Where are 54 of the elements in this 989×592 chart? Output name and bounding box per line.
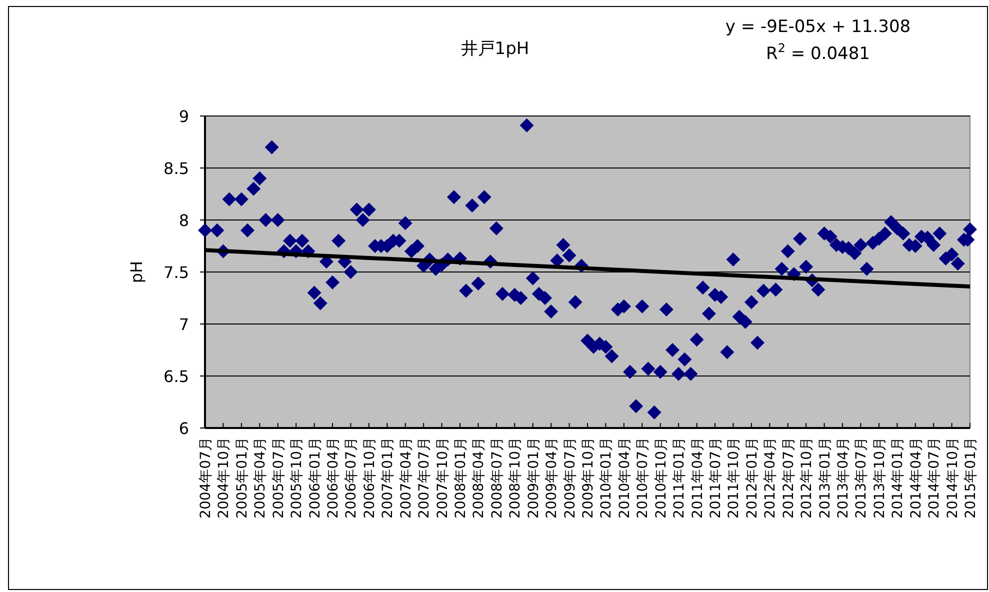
y-tick-label: 6 <box>178 419 189 438</box>
x-tick-label: 2013年01月 <box>817 437 834 518</box>
y-tick-label: 6.5 <box>164 367 189 386</box>
x-tick-label: 2008年01月 <box>453 437 469 518</box>
x-tick-label: 2005年04月 <box>252 437 269 518</box>
y-tick-label: 7 <box>178 315 189 334</box>
y-tick-label: 7.5 <box>164 263 189 282</box>
x-tick-label: 2012年10月 <box>799 437 816 518</box>
x-tick-label: 2006年01月 <box>307 437 324 518</box>
y-axis-title: pH <box>127 260 146 284</box>
x-tick-label: 2008年04月 <box>471 437 488 518</box>
x-tick-label: 2014年01月 <box>890 437 906 518</box>
x-tick-label: 2012年01月 <box>744 437 760 518</box>
x-tick-label: 2008年10月 <box>508 437 524 518</box>
text: R$^{2}$ = 0.0481 <box>766 41 870 64</box>
x-tick-label: 2005年01月 <box>234 437 250 518</box>
x-tick-label: 2008年07月 <box>489 437 506 518</box>
y-tick-label: 8 <box>178 211 189 230</box>
x-tick-label: 2015年01月 <box>963 437 979 518</box>
y-tick-label: 8.5 <box>164 159 189 178</box>
x-tick-label: 2014年10月 <box>944 437 961 518</box>
x-tick-label: 2006年07月 <box>344 437 360 518</box>
x-tick-label: 2011年04月 <box>690 437 706 518</box>
x-tick-label: 2010年10月 <box>653 437 670 518</box>
x-tick-label: 2009年01月 <box>526 437 542 518</box>
x-tick-label: 2010年04月 <box>616 437 633 518</box>
x-tick-label: 2006年10月 <box>362 437 378 518</box>
x-tick-label: 2011年10月 <box>726 437 742 518</box>
x-tick-label: 2007年10月 <box>434 437 451 518</box>
x-tick-label: 2013年04月 <box>836 437 852 518</box>
x-tick-label: 2009年07月 <box>562 437 578 518</box>
x-tick-label: 2005年10月 <box>289 437 306 518</box>
x-tick-label: 2010年07月 <box>635 437 652 518</box>
x-tick-label: 2004年07月 <box>198 437 214 518</box>
x-tick-label: 2010年01月 <box>598 437 615 518</box>
x-tick-label: 2009年04月 <box>544 437 560 518</box>
x-tick-label: 2011年07月 <box>708 437 724 518</box>
x-tick-label: 2007年07月 <box>416 437 433 518</box>
x-tick-label: 2012年07月 <box>780 437 797 518</box>
x-tick-label: 2014年07月 <box>926 437 943 518</box>
x-tick-label: 2009年10月 <box>580 437 596 518</box>
text: y = -9E-05x + 11.308 <box>725 17 911 37</box>
y-tick-label: 9 <box>178 107 189 126</box>
chart-title: 井戸1pH <box>460 39 530 59</box>
x-tick-label: 2013年07月 <box>854 437 870 518</box>
x-tick-label: 2004年10月 <box>216 437 232 518</box>
x-tick-label: 2014年04月 <box>908 437 924 518</box>
x-tick-label: 2013年10月 <box>872 437 888 518</box>
x-tick-label: 2005年07月 <box>270 437 287 518</box>
x-tick-label: 2006年04月 <box>326 437 342 518</box>
x-tick-label: 2007年04月 <box>398 437 414 518</box>
x-tick-label: 2011年01月 <box>672 437 688 518</box>
x-tick-label: 2012年04月 <box>762 437 779 518</box>
x-tick-label: 2007年01月 <box>380 437 396 518</box>
